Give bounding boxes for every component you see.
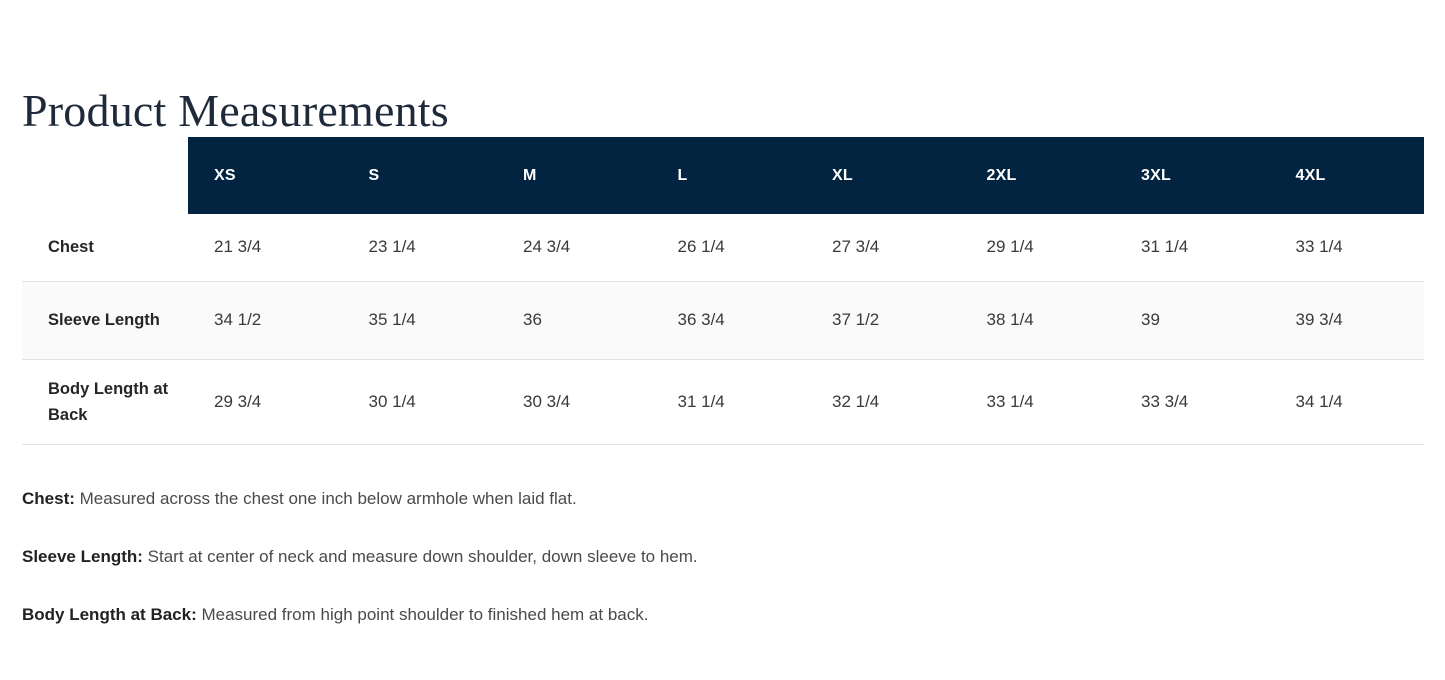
cell-chest-2xl: 29 1/4 [960, 214, 1115, 282]
row-label-sleeve-length: Sleeve Length [22, 280, 188, 360]
cell-sleeve-s: 35 1/4 [342, 280, 497, 360]
row-label-body-length-at-back: Body Length at Back [22, 359, 188, 445]
table-row: Chest 21 3/4 23 1/4 24 3/4 26 1/4 27 3/4… [22, 214, 1424, 282]
cell-chest-s: 23 1/4 [342, 214, 497, 282]
column-header-measurement [22, 137, 188, 214]
note-description-chest: Measured across the chest one inch below… [79, 489, 577, 508]
table-row: Sleeve Length 34 1/2 35 1/4 36 36 3/4 37… [22, 280, 1424, 360]
cell-chest-xl: 27 3/4 [806, 214, 961, 282]
column-header-xl: XL [806, 137, 961, 214]
note-term-sleeve-length: Sleeve Length: [22, 547, 143, 566]
cell-body-l: 31 1/4 [651, 359, 806, 445]
column-header-s: S [342, 137, 497, 214]
cell-body-xl: 32 1/4 [806, 359, 961, 445]
cell-chest-xs: 21 3/4 [188, 214, 343, 282]
cell-sleeve-m: 36 [497, 280, 652, 360]
page-title: Product Measurements [22, 84, 449, 136]
table-body: Chest 21 3/4 23 1/4 24 3/4 26 1/4 27 3/4… [22, 214, 1424, 445]
cell-sleeve-l: 36 3/4 [651, 280, 806, 360]
cell-chest-4xl: 33 1/4 [1269, 214, 1424, 282]
cell-chest-3xl: 31 1/4 [1115, 214, 1270, 282]
cell-chest-m: 24 3/4 [497, 214, 652, 282]
cell-chest-l: 26 1/4 [651, 214, 806, 282]
size-chart-table: XS S M L XL 2XL 3XL 4XL Chest 21 3/4 23 … [22, 137, 1424, 445]
note-term-chest: Chest: [22, 489, 75, 508]
measurement-notes: Chest: Measured across the chest one inc… [22, 470, 1422, 627]
note-chest: Chest: Measured across the chest one inc… [22, 487, 1422, 511]
column-header-l: L [651, 137, 806, 214]
cell-sleeve-2xl: 38 1/4 [960, 280, 1115, 360]
cell-body-4xl: 34 1/4 [1269, 359, 1424, 445]
note-sleeve-length: Sleeve Length: Start at center of neck a… [22, 545, 1422, 569]
cell-sleeve-xl: 37 1/2 [806, 280, 961, 360]
cell-sleeve-xs: 34 1/2 [188, 280, 343, 360]
cell-body-2xl: 33 1/4 [960, 359, 1115, 445]
note-term-body-length-at-back: Body Length at Back: [22, 605, 197, 624]
column-header-xs: XS [188, 137, 343, 214]
column-header-3xl: 3XL [1115, 137, 1270, 214]
table-row: Body Length at Back 29 3/4 30 1/4 30 3/4… [22, 359, 1424, 445]
note-body-length-at-back: Body Length at Back: Measured from high … [22, 603, 1422, 627]
column-header-4xl: 4XL [1269, 137, 1424, 214]
note-description-sleeve-length: Start at center of neck and measure down… [147, 547, 698, 566]
table-header: XS S M L XL 2XL 3XL 4XL [22, 137, 1424, 214]
cell-sleeve-4xl: 39 3/4 [1269, 280, 1424, 360]
cell-body-xs: 29 3/4 [188, 359, 343, 445]
note-description-body-length-at-back: Measured from high point shoulder to fin… [201, 605, 649, 624]
cell-body-3xl: 33 3/4 [1115, 359, 1270, 445]
table-header-row: XS S M L XL 2XL 3XL 4XL [22, 137, 1424, 214]
cell-body-s: 30 1/4 [342, 359, 497, 445]
row-label-chest: Chest [22, 214, 188, 282]
column-header-m: M [497, 137, 652, 214]
column-header-2xl: 2XL [960, 137, 1115, 214]
cell-sleeve-3xl: 39 [1115, 280, 1270, 360]
size-chart-container: XS S M L XL 2XL 3XL 4XL Chest 21 3/4 23 … [22, 137, 1424, 445]
cell-body-m: 30 3/4 [497, 359, 652, 445]
